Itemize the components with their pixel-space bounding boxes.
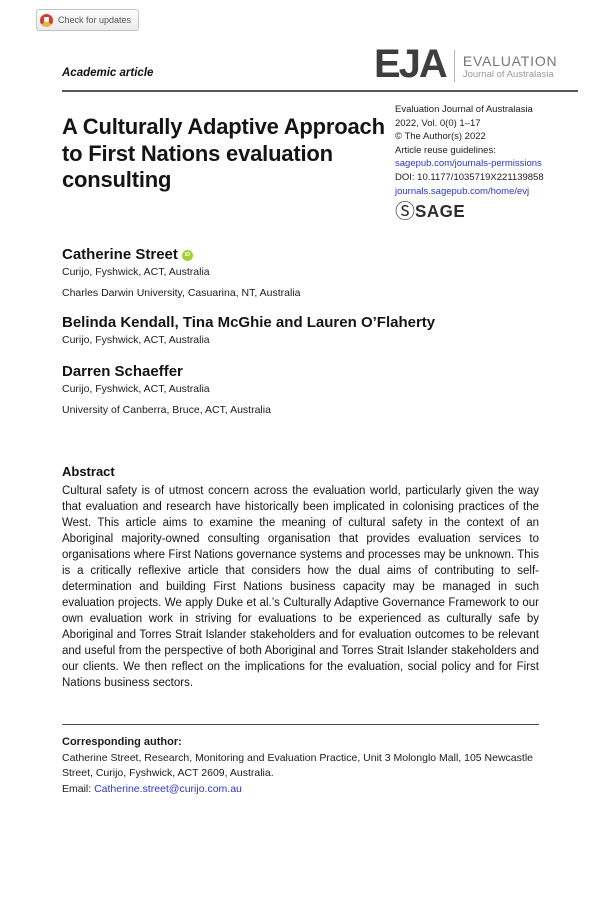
author-group: Belinda Kendall, Tina McGhie and Lauren … xyxy=(62,314,542,347)
sage-logo-circle-s: Ⓢ xyxy=(395,201,415,224)
meta-journal-name: Evaluation Journal of Australasia xyxy=(395,104,533,115)
author-name: Catherine Street iD xyxy=(62,246,542,264)
email-label: Email: xyxy=(62,782,95,795)
permissions-link[interactable]: sagepub.com/journals-permissions xyxy=(395,158,542,170)
sage-logo-word: SAGE xyxy=(415,201,466,222)
author-name: Darren Schaeffer xyxy=(62,363,542,381)
author-name-text: Darren Schaeffer xyxy=(62,363,183,380)
abstract-section: Abstract Cultural safety is of utmost co… xyxy=(62,464,539,691)
author-affiliation: University of Canberra, Bruce, ACT, Aust… xyxy=(62,404,271,416)
journal-home-link[interactable]: journals.sagepub.com/home/evj xyxy=(395,185,530,197)
article-type-label: Academic article xyxy=(62,67,154,79)
meta-volume: 2022, Vol. 0(0) 1–17 xyxy=(395,117,481,129)
author-group: Darren Schaeffer Curijo, Fyshwick, ACT, … xyxy=(62,363,542,417)
author-name-text: Belinda Kendall, Tina McGhie and Lauren … xyxy=(62,314,436,331)
author-affiliation: Curijo, Fyshwick, ACT, Australia xyxy=(62,334,210,346)
article-title: A Culturally Adaptive Approach to First … xyxy=(62,114,385,192)
author-affiliation: Charles Darwin University, Casuarina, NT… xyxy=(62,287,301,299)
journal-logo-initials: EJA xyxy=(374,42,448,86)
crossmark-icon xyxy=(40,13,53,27)
footer-rule xyxy=(62,724,539,725)
meta-doi: DOI: 10.1177/1035719X221139858 xyxy=(395,171,544,183)
author-name-text: Catherine Street xyxy=(62,246,178,263)
authors-section: Catherine Street iD Curijo, Fyshwick, AC… xyxy=(62,246,542,417)
masthead-rule xyxy=(62,90,578,92)
check-for-updates-label: Check for updates xyxy=(58,15,132,25)
orcid-icon[interactable]: iD xyxy=(181,249,193,261)
author-name: Belinda Kendall, Tina McGhie and Lauren … xyxy=(62,314,542,332)
author-affiliation: Curijo, Fyshwick, ACT, Australia xyxy=(62,266,210,278)
corresponding-author-section: Corresponding author: Catherine Street, … xyxy=(62,735,542,797)
abstract-heading: Abstract xyxy=(62,464,115,479)
logo-divider xyxy=(453,50,455,82)
journal-metadata: Evaluation Journal of Australasia 2022, … xyxy=(395,103,573,222)
corresponding-author-heading: Corresponding author: xyxy=(62,736,182,748)
journal-logo-subtitle: Journal of Australasia xyxy=(462,68,554,80)
author-affiliation: Curijo, Fyshwick, ACT, Australia xyxy=(62,383,210,395)
sage-logo: Ⓢ SAGE xyxy=(395,201,573,224)
journal-logo: EJA EVALUATION Journal of Australasia xyxy=(374,44,557,84)
meta-reuse-label: Article reuse guidelines: xyxy=(395,144,496,156)
author-group: Catherine Street iD Curijo, Fyshwick, AC… xyxy=(62,246,542,300)
corresponding-author-text: Catherine Street, Research, Monitoring a… xyxy=(62,751,533,780)
journal-logo-name: EVALUATION xyxy=(462,52,558,69)
email-link[interactable]: Catherine.street@curijo.com.au xyxy=(94,782,242,795)
meta-copyright: © The Author(s) 2022 xyxy=(395,131,486,143)
check-for-updates-button[interactable]: Check for updates xyxy=(36,9,140,31)
abstract-text: Cultural safety is of utmost concern acr… xyxy=(62,485,539,689)
